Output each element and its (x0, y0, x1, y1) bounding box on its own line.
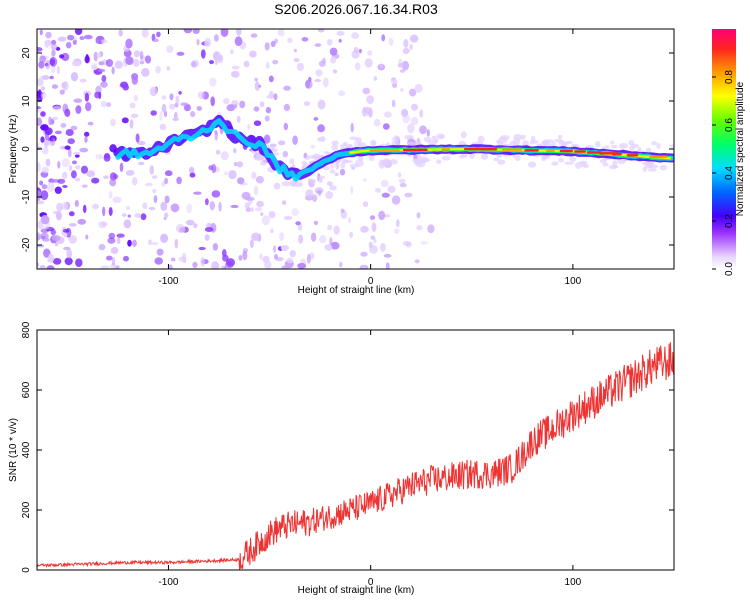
y-tick-label: 10 (21, 95, 32, 107)
x-tick-label: -100 (158, 577, 178, 588)
colorbar-axis: 0.0 0.2 0.4 0.6 0.8 (712, 70, 735, 276)
snr-series-line (37, 342, 674, 570)
heatmap-y-label: Frequency (Hz) (8, 115, 19, 184)
y-tick-label: -10 (21, 189, 32, 204)
x-tick-label: 100 (565, 577, 582, 588)
y-tick-label: 600 (21, 381, 32, 398)
heatmap-y-axis: -20 -10 0 10 20 (21, 47, 674, 252)
x-tick-label: -100 (158, 276, 178, 287)
y-tick-label: 0 (21, 146, 32, 152)
colorbar-tick-label: 0.6 (724, 118, 735, 132)
colorbar-tick-label: 0.2 (724, 214, 735, 228)
snr-frame (36, 329, 675, 571)
snr-x-label: Height of straight line (km) (298, 585, 415, 596)
heatmap-plot-area (37, 29, 674, 269)
heatmap-x-axis: -100 0 100 (158, 29, 582, 287)
heatmap-x-label: Height of straight line (km) (298, 285, 415, 296)
colorbar-label: Normalized spectral amplitude (735, 81, 746, 216)
snr-y-label: SNR (10 * v/v) (8, 418, 19, 482)
figure-title: S206.2026.067.16.34.R03 (274, 1, 438, 17)
colorbar (712, 29, 736, 269)
snr-plot-area (37, 342, 674, 570)
x-tick-label: 0 (368, 577, 374, 588)
x-tick-label: 100 (565, 276, 582, 287)
heatmap-signal-ridge (113, 114, 674, 182)
y-tick-label: 800 (21, 321, 32, 338)
x-tick-label: 0 (368, 276, 374, 287)
colorbar-tick-label: 0.0 (724, 262, 735, 276)
y-tick-label: 400 (21, 441, 32, 458)
y-tick-label: 200 (21, 501, 32, 518)
colorbar-tick-label: 0.8 (724, 70, 735, 84)
y-tick-label: 0 (21, 567, 32, 573)
colorbar-tick-label: 0.4 (724, 166, 735, 180)
y-tick-label: 20 (21, 47, 32, 59)
y-tick-label: -20 (21, 237, 32, 252)
snr-y-axis: 0 200 400 600 800 (21, 321, 674, 573)
snr-x-axis: -100 0 100 (158, 330, 582, 588)
